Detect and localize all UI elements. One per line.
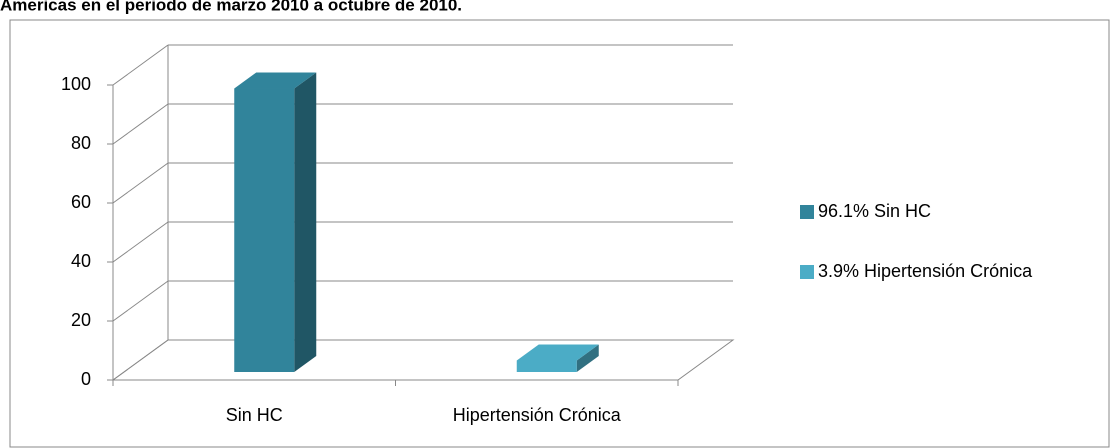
chart-title: Americas en el periodo de marzo 2010 a o… (0, 0, 462, 14)
y-tick-label: 20 (71, 310, 91, 330)
legend-label: 3.9% Hipertensión Crónica (818, 261, 1033, 281)
bar (516, 360, 577, 372)
x-tick-label: Sin HC (226, 405, 283, 425)
bar-top (516, 344, 599, 361)
legend-label: 96.1% Sin HC (818, 201, 931, 221)
y-tick-label: 40 (71, 251, 91, 271)
y-tick-label: 80 (71, 133, 91, 153)
y-tick-label: 100 (61, 74, 91, 94)
grid-line (112, 339, 169, 381)
legend-swatch (800, 265, 814, 279)
y-tick-label: 60 (71, 192, 91, 212)
bar-top (234, 72, 317, 89)
bar (234, 88, 295, 372)
grid-line (112, 221, 169, 263)
grid-line (112, 162, 169, 204)
x-tick-label: Hipertensión Crónica (453, 405, 622, 425)
legend-swatch (800, 205, 814, 219)
grid-line (112, 44, 169, 86)
grid-line (112, 280, 169, 322)
bar-side (576, 344, 599, 372)
grid-line (112, 103, 169, 145)
chart-frame (9, 19, 1110, 448)
bar-side (294, 72, 317, 372)
y-tick-label: 0 (81, 369, 91, 389)
